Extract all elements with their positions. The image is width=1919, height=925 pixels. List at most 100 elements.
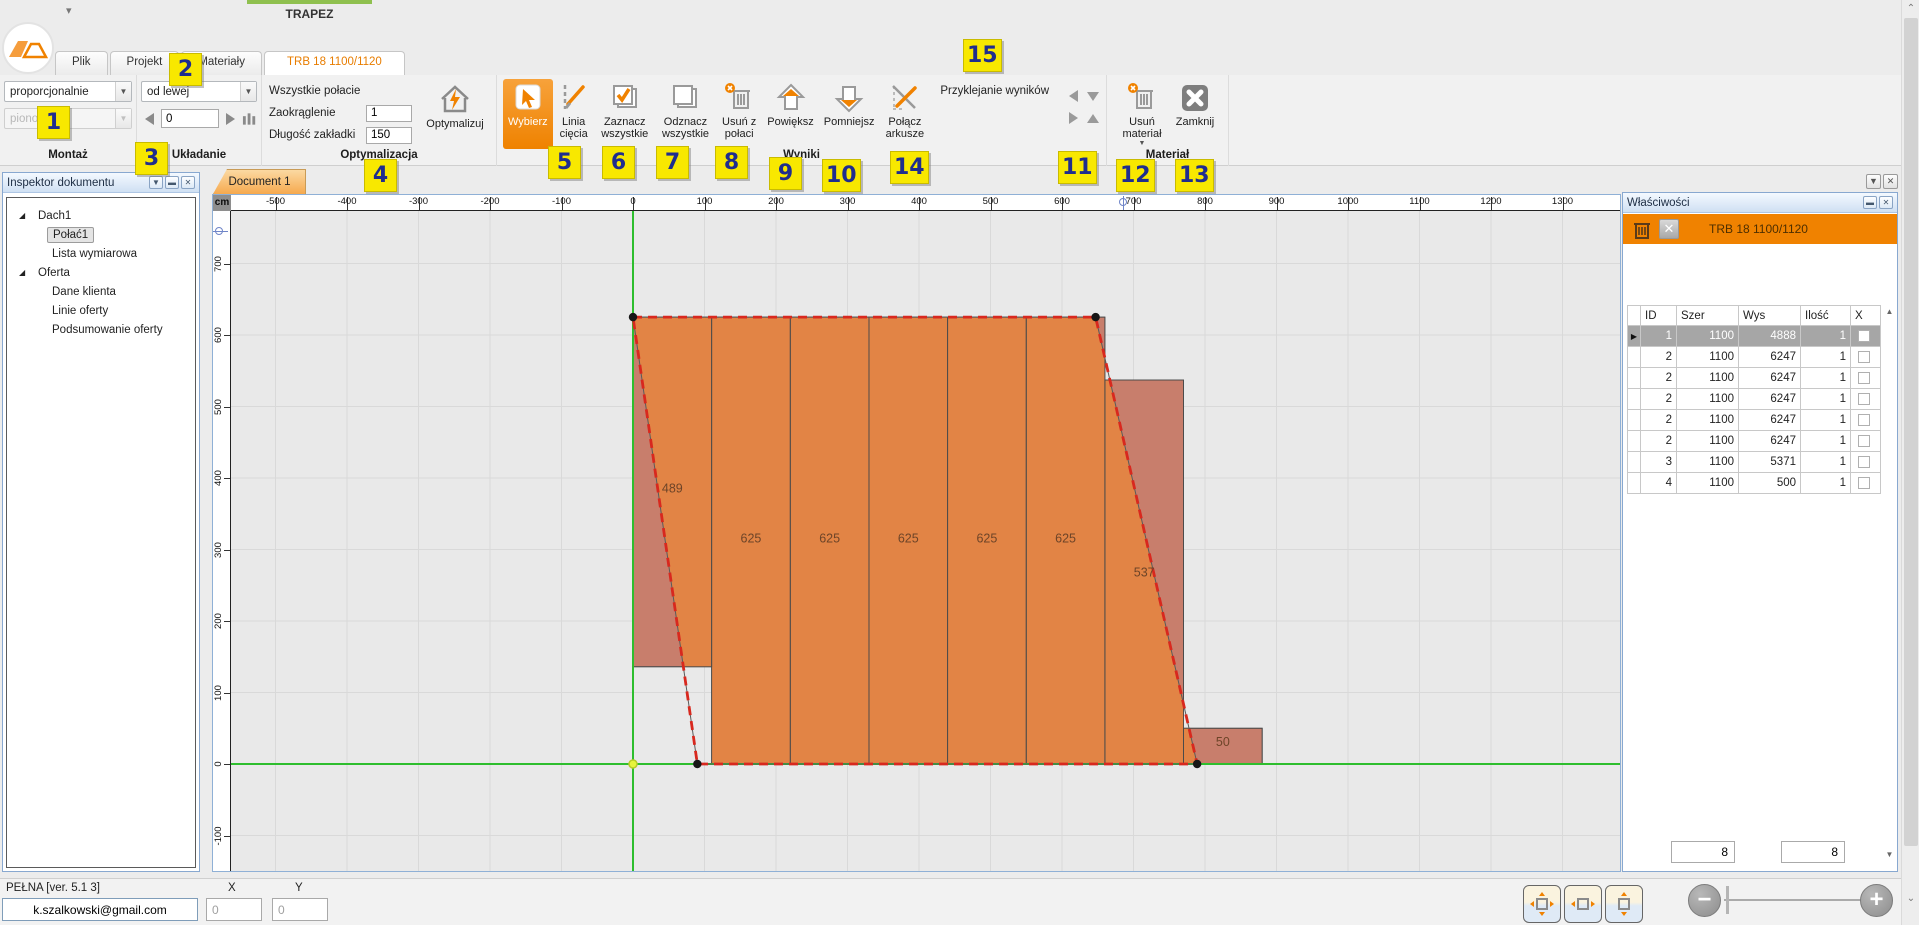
table-row[interactable]: 2 1100 6247 1 bbox=[1627, 389, 1881, 410]
drawing-canvas[interactable]: 489 625 625 625 625 625 537 50 bbox=[231, 211, 1620, 871]
row-checkbox[interactable] bbox=[1857, 435, 1870, 447]
row-checkbox[interactable] bbox=[1857, 351, 1870, 363]
merge-sheets-button[interactable]: Połącz arkusze bbox=[879, 79, 930, 149]
fit-width-button[interactable] bbox=[1564, 885, 1602, 923]
tree-item-label[interactable]: Dach1 bbox=[38, 209, 72, 222]
ribbon-tab-1[interactable]: Plik bbox=[55, 51, 108, 75]
document-tab[interactable]: Document 1 bbox=[213, 169, 306, 194]
columns-icon[interactable] bbox=[242, 111, 257, 127]
properties-minimize-button[interactable]: ▬ bbox=[1863, 196, 1877, 209]
x-coordinate-input[interactable] bbox=[206, 898, 262, 921]
tree-item[interactable]: Podsumowanie oferty bbox=[7, 320, 195, 339]
zoom-slider-thumb[interactable] bbox=[1726, 886, 1729, 914]
tree-item-label[interactable]: Linie oferty bbox=[52, 304, 109, 317]
table-row[interactable]: ▶ 1 1100 4888 1 bbox=[1627, 326, 1881, 347]
tree-item-label[interactable]: Oferta bbox=[38, 266, 70, 279]
table-row[interactable]: 2 1100 6247 1 bbox=[1627, 410, 1881, 431]
tree-expander-icon[interactable]: ◢ bbox=[19, 211, 26, 220]
column-header[interactable]: Ilość bbox=[1801, 305, 1851, 326]
scrollbar-thumb[interactable] bbox=[1904, 18, 1918, 846]
canvas-close-button[interactable]: ✕ bbox=[1883, 174, 1898, 189]
tree-item[interactable]: Lista wymiarowa bbox=[7, 244, 195, 263]
row-checkbox[interactable] bbox=[1857, 393, 1870, 405]
row-checkbox[interactable] bbox=[1857, 456, 1870, 468]
zoom-out-button[interactable]: − bbox=[1688, 884, 1721, 917]
scroll-up-icon[interactable]: ⌃ bbox=[1906, 3, 1916, 14]
tree-item[interactable]: Dane klienta bbox=[7, 282, 195, 301]
footer-right-input[interactable] bbox=[1781, 841, 1845, 863]
canvas-menu-button[interactable]: ▼ bbox=[1866, 174, 1881, 189]
snap-left-button[interactable] bbox=[1063, 85, 1083, 107]
shift-left-button[interactable] bbox=[141, 110, 158, 128]
selected-material-row[interactable]: ✕ TRB 18 1100/1120 bbox=[1623, 214, 1897, 244]
quick-access-caret-icon[interactable]: ▾ bbox=[66, 5, 72, 17]
overlap-length-input[interactable] bbox=[366, 126, 412, 144]
table-scrollbar[interactable]: ▲ ▼ bbox=[1883, 305, 1896, 861]
table-row[interactable]: 2 1100 6247 1 bbox=[1627, 368, 1881, 389]
scroll-up-icon[interactable]: ▲ bbox=[1885, 307, 1894, 316]
close-material-button[interactable]: Zamknij bbox=[1169, 79, 1221, 149]
ribbon-tab-2[interactable]: Projekt bbox=[109, 51, 180, 75]
user-email-input[interactable] bbox=[2, 898, 198, 921]
zoom-slider-track[interactable] bbox=[1724, 899, 1864, 901]
snap-up-button[interactable] bbox=[1083, 107, 1103, 129]
deselect-all-button[interactable]: Odznacz wszystkie bbox=[655, 79, 716, 149]
tree-item-label[interactable]: Lista wymiarowa bbox=[52, 247, 137, 260]
tree-item[interactable]: ◢ Oferta bbox=[7, 263, 195, 282]
zoom-in-button[interactable]: + bbox=[1860, 884, 1893, 917]
row-checkbox[interactable] bbox=[1857, 414, 1870, 426]
offset-input[interactable] bbox=[160, 109, 219, 128]
column-header[interactable]: Wys bbox=[1739, 305, 1801, 326]
trash-icon[interactable] bbox=[1631, 218, 1653, 240]
ribbon-tab-4[interactable]: TRB 18 1100/1120 bbox=[263, 51, 405, 75]
ruler-tick-label: -200 bbox=[480, 196, 500, 207]
remove-from-face-button[interactable]: Usuń z połaci bbox=[716, 79, 762, 149]
inspector-menu-button[interactable]: ▼ bbox=[149, 176, 163, 189]
y-coordinate-input[interactable] bbox=[272, 898, 328, 921]
zoom-in-button[interactable]: Powiększ bbox=[762, 79, 818, 149]
tree-item-label[interactable]: Połać1 bbox=[47, 226, 95, 243]
tree-item[interactable]: ◢ Dach1 bbox=[7, 206, 195, 225]
right-arrow-icon bbox=[1068, 112, 1078, 124]
column-header[interactable]: X bbox=[1851, 305, 1881, 326]
snap-right-button[interactable] bbox=[1063, 107, 1083, 129]
footer-left-input[interactable] bbox=[1671, 841, 1735, 863]
tree-item-label[interactable]: Podsumowanie oferty bbox=[52, 323, 163, 336]
scroll-down-icon[interactable]: ⌄ bbox=[1906, 893, 1916, 904]
row-checkbox[interactable] bbox=[1857, 477, 1870, 489]
inspector-minimize-button[interactable]: ▬ bbox=[165, 176, 179, 189]
column-header[interactable]: Szer bbox=[1677, 305, 1739, 326]
row-checkbox[interactable] bbox=[1857, 372, 1870, 384]
app-logo-icon[interactable] bbox=[2, 22, 54, 74]
cut-line-button[interactable]: Linia cięcia bbox=[553, 79, 595, 149]
mount-mode-combo[interactable]: proporcjonalnie ▼ bbox=[4, 81, 132, 102]
table-row[interactable]: 3 1100 5371 1 bbox=[1627, 452, 1881, 473]
scroll-down-icon[interactable]: ▼ bbox=[1885, 850, 1894, 859]
table-row[interactable]: 2 1100 6247 1 bbox=[1627, 347, 1881, 368]
tree-item-label[interactable]: Dane klienta bbox=[52, 285, 116, 298]
tree-expander-icon[interactable]: ◢ bbox=[19, 268, 26, 277]
select-all-button[interactable]: Zaznacz wszystkie bbox=[595, 79, 655, 149]
window-scrollbar[interactable]: ⌃ ⌄ bbox=[1901, 0, 1919, 925]
ruler-tick bbox=[224, 406, 230, 408]
zoom-out-button[interactable]: Pomniejsz bbox=[819, 79, 880, 149]
select-tool-button[interactable]: Wybierz bbox=[503, 79, 553, 149]
column-header[interactable]: ID bbox=[1641, 305, 1677, 326]
remove-material-button[interactable]: Usuń materiał ▼ bbox=[1115, 79, 1169, 149]
inspector-close-button[interactable]: ✕ bbox=[181, 176, 195, 189]
tree-item[interactable]: Połać1 bbox=[7, 225, 195, 244]
row-checkbox[interactable] bbox=[1857, 330, 1870, 342]
snap-down-button[interactable] bbox=[1083, 85, 1103, 107]
table-row[interactable]: 4 1100 500 1 bbox=[1627, 473, 1881, 494]
fit-height-button[interactable] bbox=[1605, 885, 1643, 923]
optimize-button[interactable]: Optymalizuj bbox=[417, 79, 493, 149]
properties-close-button[interactable]: ✕ bbox=[1879, 196, 1893, 209]
table-row[interactable]: 2 1100 6247 1 bbox=[1627, 431, 1881, 452]
inspector-title-bar: Inspektor dokumentu ▼ ▬ ✕ bbox=[3, 173, 199, 193]
rounding-input[interactable] bbox=[366, 104, 412, 122]
ribbon-tab-3[interactable]: Materiały bbox=[181, 51, 262, 75]
tree-item[interactable]: Linie oferty bbox=[7, 301, 195, 320]
fit-all-button[interactable] bbox=[1523, 885, 1561, 923]
deselect-material-button[interactable]: ✕ bbox=[1659, 219, 1679, 239]
shift-right-button[interactable] bbox=[222, 110, 239, 128]
